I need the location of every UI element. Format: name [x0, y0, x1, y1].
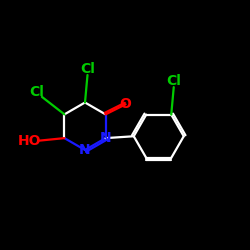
Text: N: N: [100, 131, 112, 145]
Text: N: N: [79, 143, 91, 157]
Text: HO: HO: [18, 134, 41, 147]
Text: Cl: Cl: [166, 74, 181, 88]
Text: Cl: Cl: [30, 85, 44, 99]
Text: O: O: [120, 97, 132, 112]
Text: Cl: Cl: [80, 62, 95, 76]
